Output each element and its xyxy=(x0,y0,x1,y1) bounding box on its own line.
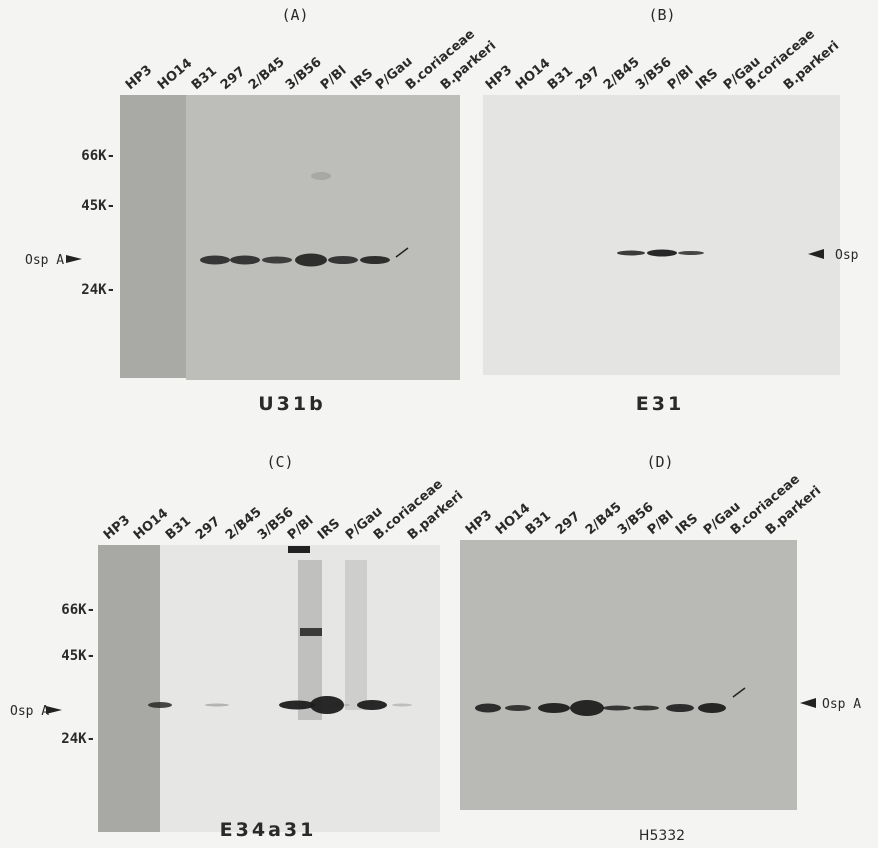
blot xyxy=(483,95,840,375)
band-label: Osp A xyxy=(822,697,861,712)
band xyxy=(328,256,358,264)
panel-letter: (C) xyxy=(266,453,293,471)
band-label: Osp A xyxy=(25,253,64,268)
band xyxy=(148,702,172,708)
marker-label: 45K- xyxy=(61,648,95,664)
band xyxy=(357,700,387,710)
smear xyxy=(288,546,310,553)
caption: E34a31 xyxy=(220,819,317,841)
smear xyxy=(300,628,322,636)
band xyxy=(678,251,704,255)
panel-letter: (A) xyxy=(281,6,308,24)
band xyxy=(205,704,229,707)
band xyxy=(698,703,726,713)
band xyxy=(262,257,292,264)
band xyxy=(392,704,412,707)
band xyxy=(617,251,645,256)
blot xyxy=(460,540,797,810)
band xyxy=(603,706,631,711)
band xyxy=(647,250,677,257)
band-label: Osp xyxy=(835,248,859,263)
band xyxy=(475,704,501,713)
marker-label: 45K- xyxy=(81,198,115,214)
band xyxy=(360,256,390,264)
page: {"panels": [ {"letter": "(A)", "lanes": … xyxy=(0,0,878,848)
marker-label: 66K- xyxy=(61,602,95,618)
marker-label: 66K- xyxy=(81,148,115,164)
band xyxy=(200,256,230,265)
band xyxy=(230,256,260,265)
band xyxy=(538,703,570,713)
blot-strip xyxy=(120,95,186,378)
band xyxy=(570,700,604,716)
smear xyxy=(311,172,331,180)
band xyxy=(295,254,327,267)
marker-label: 24K- xyxy=(81,282,115,298)
marker-label: 24K- xyxy=(61,731,95,747)
smear xyxy=(298,560,322,720)
blot xyxy=(186,95,460,380)
caption: U31b xyxy=(258,393,325,415)
blot-strip xyxy=(98,545,160,832)
smear xyxy=(345,560,367,710)
band xyxy=(666,704,694,712)
caption: H5332 xyxy=(639,828,685,844)
band xyxy=(330,704,350,707)
figure: (A)HP3HO14B312972/B453/B56P/BlIRSP/GauB.… xyxy=(0,0,878,848)
panel-letter: (D) xyxy=(646,453,673,471)
band xyxy=(633,706,659,711)
band-label: Osp A xyxy=(10,704,49,719)
panel-letter: (B) xyxy=(648,6,675,24)
caption: E31 xyxy=(636,393,684,415)
band xyxy=(279,701,315,710)
band xyxy=(505,705,531,711)
